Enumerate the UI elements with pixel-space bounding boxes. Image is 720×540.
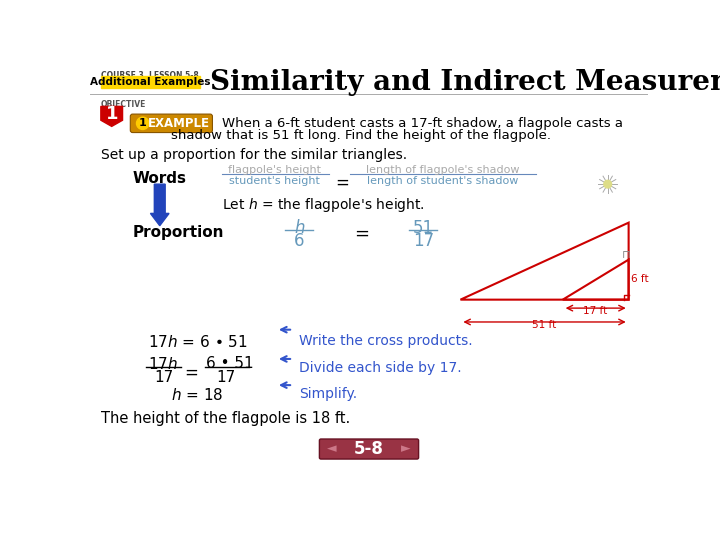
- Text: Words: Words: [132, 171, 186, 186]
- FancyArrow shape: [150, 184, 169, 226]
- FancyBboxPatch shape: [101, 76, 200, 88]
- Text: flagpole's height: flagpole's height: [228, 165, 321, 175]
- Text: Proportion: Proportion: [132, 225, 224, 240]
- Polygon shape: [101, 106, 122, 126]
- Text: COURSE 3  LESSON 5-8: COURSE 3 LESSON 5-8: [101, 71, 199, 80]
- Text: =: =: [335, 174, 348, 192]
- Text: 1: 1: [139, 118, 147, 129]
- Text: Let $h$ = the flagpole's height.: Let $h$ = the flagpole's height.: [222, 195, 425, 214]
- Text: 17 ft: 17 ft: [583, 306, 608, 316]
- Circle shape: [137, 117, 149, 130]
- Text: $h$: $h$: [294, 219, 305, 237]
- FancyBboxPatch shape: [130, 114, 212, 132]
- Text: OBJECTIVE: OBJECTIVE: [101, 100, 146, 109]
- Text: The height of the flagpole is 18 ft.: The height of the flagpole is 18 ft.: [101, 411, 350, 426]
- Text: =: =: [354, 225, 369, 243]
- Text: 17: 17: [217, 370, 236, 384]
- Circle shape: [604, 180, 611, 188]
- Text: ►: ►: [401, 443, 411, 456]
- Text: length of flagpole's shadow: length of flagpole's shadow: [366, 165, 519, 175]
- Text: 17: 17: [154, 370, 174, 384]
- Text: ◄: ◄: [327, 443, 337, 456]
- Text: =: =: [184, 363, 198, 382]
- Text: shadow that is 51 ft long. Find the height of the flagpole.: shadow that is 51 ft long. Find the heig…: [171, 130, 552, 143]
- Text: Write the cross products.: Write the cross products.: [300, 334, 473, 348]
- Text: student's height: student's height: [229, 176, 320, 186]
- Text: EXAMPLE: EXAMPLE: [148, 117, 210, 130]
- Text: When a 6-ft student casts a 17-ft shadow, a flagpole casts a: When a 6-ft student casts a 17-ft shadow…: [222, 117, 623, 130]
- Text: Similarity and Indirect Measurement: Similarity and Indirect Measurement: [210, 69, 720, 96]
- Text: ⊓: ⊓: [622, 249, 631, 260]
- Text: 51 ft: 51 ft: [532, 320, 557, 330]
- Text: $17h$: $17h$: [148, 356, 178, 372]
- Text: 17: 17: [413, 232, 434, 250]
- Text: length of student's shadow: length of student's shadow: [367, 176, 518, 186]
- Text: Simplify.: Simplify.: [300, 387, 357, 401]
- Text: 51: 51: [413, 219, 434, 237]
- Text: Additional Examples: Additional Examples: [90, 77, 211, 87]
- Text: Set up a proportion for the similar triangles.: Set up a proportion for the similar tria…: [101, 148, 407, 162]
- Text: 6 ft: 6 ft: [631, 274, 649, 284]
- Text: 5-8: 5-8: [354, 440, 384, 458]
- FancyBboxPatch shape: [320, 439, 418, 459]
- Text: Divide each side by 17.: Divide each side by 17.: [300, 361, 462, 375]
- Text: 1: 1: [105, 105, 118, 123]
- Text: $h$ = 18: $h$ = 18: [171, 387, 224, 403]
- Text: 6 • 51: 6 • 51: [206, 356, 254, 371]
- Text: $17h$ = 6 • 51: $17h$ = 6 • 51: [148, 334, 248, 350]
- Text: 6: 6: [294, 232, 305, 250]
